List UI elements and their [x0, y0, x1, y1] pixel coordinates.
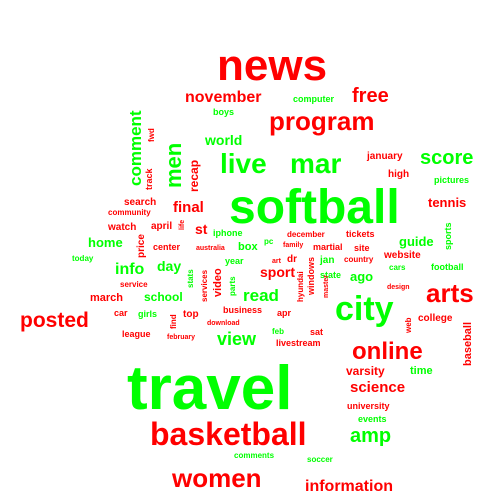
word-livestream: livestream [276, 339, 321, 348]
word-st: st [195, 222, 207, 236]
word-country: country [344, 256, 373, 264]
word-travel: travel [127, 358, 292, 420]
word-feb: feb [272, 328, 284, 336]
word-program: program [269, 108, 374, 134]
word-search: search [124, 198, 156, 208]
word-football: football [431, 263, 464, 272]
word-parts: parts [229, 276, 237, 296]
word-varsity: varsity [346, 365, 385, 377]
word-service: service [120, 281, 148, 289]
word-girls: girls [138, 310, 157, 319]
word-sat: sat [310, 328, 323, 337]
word-guide: guide [399, 235, 434, 248]
word-live: live [220, 150, 267, 178]
word-online: online [352, 340, 423, 364]
word-basketball: basketball [150, 418, 307, 450]
word-pictures: pictures [434, 176, 469, 185]
word-amp: amp [350, 426, 391, 446]
word-price: price [137, 234, 147, 258]
word-home: home [88, 236, 123, 249]
word-information: information [305, 479, 393, 495]
word-free: free [352, 86, 389, 106]
word-find: find [170, 314, 178, 329]
word-community: community [108, 209, 151, 217]
word-march: march [90, 293, 123, 304]
word-college: college [418, 314, 452, 324]
word-final: final [173, 200, 204, 215]
word-fwd: fwd [148, 128, 156, 142]
word-april: april [151, 222, 172, 232]
word-master: master [323, 275, 330, 298]
word-today: today [72, 255, 93, 263]
word-posted: posted [20, 310, 89, 331]
word-read: read [243, 287, 279, 304]
word-recap: recap [188, 160, 200, 192]
word-track: track [145, 168, 154, 190]
word-view: view [217, 330, 256, 348]
word-iphone: iphone [213, 229, 243, 238]
word-january: january [367, 152, 403, 162]
word-league: league [122, 330, 151, 339]
word-world: world [205, 133, 242, 147]
word-mar: mar [290, 150, 341, 178]
word-australia: australia [196, 245, 225, 252]
word-comment: comment [127, 110, 144, 186]
word-school: school [144, 291, 183, 303]
word-top: top [183, 310, 199, 320]
word-soccer: soccer [307, 456, 333, 464]
word-time: time [410, 366, 433, 377]
word-women: women [172, 465, 262, 491]
word-hyundai: hyundai [297, 271, 305, 302]
word-services: services [201, 270, 209, 302]
word-box: box [238, 242, 258, 253]
word-cars: cars [389, 264, 405, 272]
word-boys: boys [213, 108, 234, 117]
word-car: car [114, 309, 128, 318]
word-university: university [347, 402, 390, 411]
word-events: events [358, 415, 387, 424]
word-high: high [388, 170, 409, 180]
word-jan: jan [320, 256, 334, 266]
word-arts: arts [426, 280, 474, 306]
word-apr: apr [277, 309, 291, 318]
word-sports: sports [444, 222, 453, 250]
word-site: site [354, 244, 370, 253]
word-family: family [283, 242, 303, 249]
word-news: news [217, 44, 327, 88]
word-windows: windows [307, 257, 316, 295]
word-watch: watch [108, 223, 136, 233]
word-stats: stats [187, 269, 195, 288]
word-science: science [350, 380, 405, 395]
word-day: day [157, 259, 181, 273]
word-business: business [223, 306, 262, 315]
word-tickets: tickets [346, 230, 375, 239]
word-computer: computer [293, 95, 334, 104]
word-tennis: tennis [428, 196, 466, 209]
word-pc: pc [264, 238, 273, 246]
word-comments: comments [234, 452, 274, 460]
word-softball: softball [229, 184, 400, 232]
word-info: info [115, 262, 144, 278]
word-website: website [384, 251, 421, 261]
word-video: video [213, 268, 224, 297]
word-year: year [225, 257, 244, 266]
word-web: web [405, 317, 413, 333]
word-sport: sport [260, 265, 295, 279]
word-download: download [207, 320, 240, 327]
word-november: november [185, 90, 261, 106]
word-center: center [153, 243, 180, 252]
word-men: men [163, 143, 185, 188]
word-baseball: baseball [463, 322, 474, 366]
word-life: life [179, 220, 186, 230]
word-december: december [287, 231, 325, 239]
word-february: february [167, 334, 195, 341]
word-martial: martial [313, 243, 343, 252]
word-city: city [335, 292, 394, 326]
word-score: score [420, 148, 473, 168]
word-ago: ago [350, 270, 373, 283]
